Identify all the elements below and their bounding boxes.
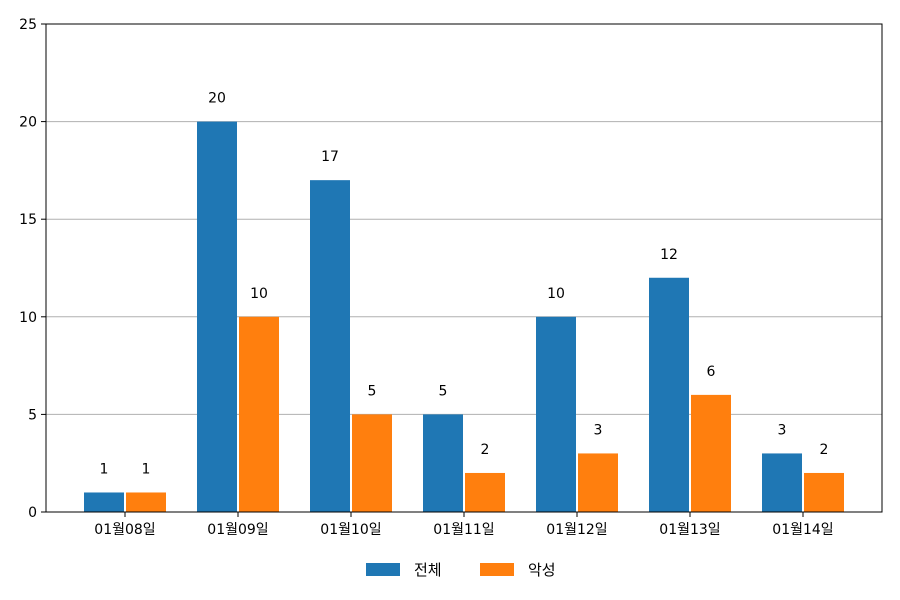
bar-series-2: [578, 453, 618, 512]
plot-frame: [45, 23, 883, 513]
bar-value-label: 10: [547, 286, 565, 302]
bar-value-label: 1: [142, 461, 151, 477]
y-tick-label: 5: [28, 407, 37, 423]
bar-series-2: [352, 414, 392, 512]
bar-series-2: [804, 472, 844, 512]
bar-series-2: [465, 472, 505, 512]
bar-series-1: [310, 180, 350, 512]
data-labels: 1 1 20 10 17 5 5 2 10 3 12 6 3 2: [100, 91, 829, 478]
x-tick-label: 01월10일: [320, 522, 381, 538]
bar-value-label: 17: [321, 149, 339, 165]
bar-value-label: 1: [100, 461, 109, 477]
legend-swatch: [480, 563, 514, 576]
bar-series-2: [691, 394, 731, 512]
bar-value-label: 10: [250, 286, 268, 302]
bar-series-1: [762, 453, 802, 512]
bars: [84, 121, 844, 512]
x-tick-label: 01월13일: [659, 522, 720, 538]
legend-label: 전체: [414, 561, 442, 579]
x-tick-label: 01월12일: [546, 522, 607, 538]
bar-value-label: 5: [368, 383, 377, 399]
bar-series-2: [126, 492, 166, 512]
bar-series-1: [649, 277, 689, 512]
bar-series-1: [197, 121, 237, 512]
y-tick-label: 0: [28, 505, 37, 521]
bar-value-label: 2: [481, 442, 490, 458]
bar-series-1: [423, 414, 463, 512]
bar-series-2: [239, 316, 279, 512]
y-tick-label: 10: [19, 310, 37, 326]
bar-series-1: [536, 316, 576, 512]
legend-label: 악성: [528, 561, 556, 579]
x-tick-label: 01월11일: [433, 522, 494, 538]
x-tick-label: 01월08일: [94, 522, 155, 538]
legend: 전체 악성: [366, 561, 556, 579]
bar-value-label: 3: [778, 422, 787, 438]
y-tick-label: 25: [19, 17, 37, 33]
x-tick-label: 01월14일: [772, 522, 833, 538]
x-tick-label: 01월09일: [207, 522, 268, 538]
y-tick-label: 20: [19, 115, 37, 131]
legend-swatch: [366, 563, 400, 576]
y-tick-label: 15: [19, 212, 37, 228]
bar-value-label: 3: [594, 422, 603, 438]
bar-value-label: 2: [820, 442, 829, 458]
bar-series-1: [84, 492, 124, 512]
gridlines: [46, 121, 882, 415]
bar-value-label: 6: [707, 364, 716, 380]
bar-value-label: 20: [208, 91, 226, 107]
bar-value-label: 5: [439, 383, 448, 399]
bar-value-label: 12: [660, 247, 678, 263]
